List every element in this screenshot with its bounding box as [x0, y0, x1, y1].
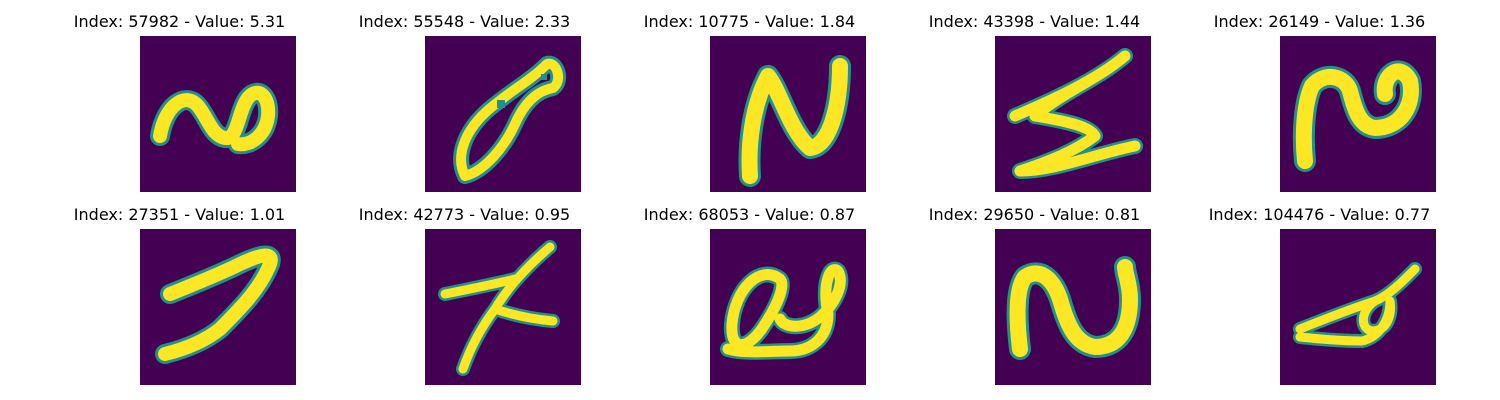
digit-image: [140, 36, 296, 192]
digit-image: [425, 229, 581, 385]
panel-2: Index: 55548 - Value: 2.33: [322, 0, 607, 192]
handwritten-a-icon: [720, 261, 849, 360]
handwritten-x-icon: [438, 240, 560, 376]
panel-5: Index: 26149 - Value: 1.36: [1177, 0, 1462, 192]
panel-title: Index: 10775 - Value: 1.84: [643, 12, 856, 31]
panel-title: Index: 27351 - Value: 1.01: [73, 205, 286, 224]
digit-image: [140, 229, 296, 385]
digit-image: [1280, 229, 1436, 385]
panel-title: Index: 68053 - Value: 0.87: [643, 205, 856, 224]
handwritten-N-icon: [738, 55, 851, 187]
panel-6: Index: 27351 - Value: 1.01: [37, 193, 322, 385]
panel-title: Index: 26149 - Value: 1.36: [1213, 12, 1426, 31]
panel-9: Index: 29650 - Value: 0.81: [892, 193, 1177, 385]
digit-image: [1280, 36, 1436, 192]
handwritten-fish-loop-icon: [453, 55, 567, 184]
digit-image: [710, 229, 866, 385]
panel-title: Index: 29650 - Value: 0.81: [928, 205, 1141, 224]
digit-image: [995, 36, 1151, 192]
panel-title: Index: 55548 - Value: 2.33: [358, 12, 571, 31]
handwritten-z-icon: [1007, 48, 1143, 179]
panel-10: Index: 104476 - Value: 0.77: [1177, 193, 1462, 385]
digit-image: [710, 36, 866, 192]
panel-3: Index: 10775 - Value: 1.84: [607, 0, 892, 192]
handwritten-n-icon: [150, 82, 279, 155]
panel-title: Index: 104476 - Value: 0.77: [1208, 205, 1431, 224]
panel-4: Index: 43398 - Value: 1.44: [892, 0, 1177, 192]
panel-1: Index: 57982 - Value: 5.31: [37, 0, 322, 192]
panel-8: Index: 68053 - Value: 0.87: [607, 193, 892, 385]
panel-title: Index: 43398 - Value: 1.44: [928, 12, 1141, 31]
panel-title: Index: 42773 - Value: 0.95: [358, 205, 571, 224]
panel-7: Index: 42773 - Value: 0.95: [322, 193, 607, 385]
digit-image: [995, 229, 1151, 385]
panel-title: Index: 57982 - Value: 5.31: [73, 12, 286, 31]
handwritten-a-icon: [1293, 262, 1422, 348]
handwritten-7-icon: [155, 245, 281, 364]
digit-image: [425, 36, 581, 192]
handwritten-n-icon: [1006, 256, 1141, 360]
handwritten-n-loop-icon: [1292, 60, 1422, 172]
